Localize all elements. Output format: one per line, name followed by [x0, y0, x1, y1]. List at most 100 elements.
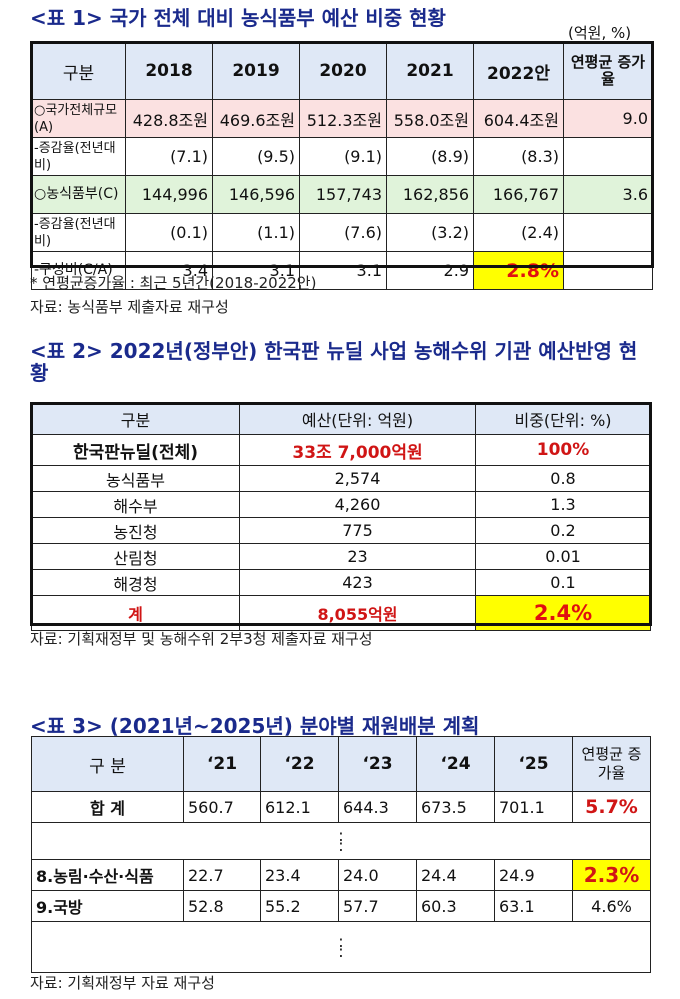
- table-cell: 775: [239, 517, 476, 544]
- table-cell: 560.7: [183, 791, 261, 823]
- table2-title: <표 2> 2022년(정부안) 한국판 뉴딜 사업 농해수위 기관 예산반영 …: [30, 339, 638, 385]
- table-row: 합 계 560.7 612.1 644.3 673.5 701.1 5.7%: [31, 791, 651, 823]
- row-label: 8.농림·수산·식품: [31, 859, 184, 891]
- table-row: 농진청 775 0.2: [31, 517, 651, 544]
- table-cell: 0.01: [475, 543, 651, 570]
- table-cell: 1.3: [475, 491, 651, 518]
- table-cell: [563, 251, 653, 290]
- table3-header-25: ‘25: [494, 736, 573, 792]
- table-cell: 157,743: [299, 175, 387, 214]
- table-cell: (3.2): [386, 213, 474, 252]
- table3-header-category: 구 분: [31, 736, 184, 792]
- table2-total-row: 한국판뉴딜(전체) 33조 7,000억원 100%: [31, 434, 651, 466]
- table-row: ○농식품부(C) 144,996 146,596 157,743 162,856…: [31, 175, 653, 214]
- table-cell: 673.5: [416, 791, 495, 823]
- table-cell: 0.1: [475, 569, 651, 596]
- row-label: 농진청: [31, 517, 240, 544]
- table3-header-24: ‘24: [416, 736, 495, 792]
- table-cell: 4,260: [239, 491, 476, 518]
- row-label: -증감율(전년대비): [31, 213, 126, 252]
- table-cell: 162,856: [386, 175, 474, 214]
- table3-header-21: ‘21: [183, 736, 261, 792]
- ellipsis-row: : :: [31, 822, 651, 860]
- table-cell: 55.2: [260, 890, 339, 922]
- table2-sum-row: 계 8,055억원 2.4%: [31, 595, 651, 631]
- table1-header-row: 구분 2018 2019 2020 2021 2022안 연평균 증가율: [31, 42, 653, 100]
- row-label: 계: [31, 595, 240, 631]
- table-cell: (0.1): [125, 213, 213, 252]
- row-label: 합 계: [31, 791, 184, 823]
- table3-title: <표 3> (2021년~2025년) 분야별 재원배분 계획: [30, 714, 480, 738]
- table-cell: 23.4: [260, 859, 339, 891]
- table-row: 농식품부 2,574 0.8: [31, 465, 651, 492]
- table3-header-22: ‘22: [260, 736, 339, 792]
- table1-header-2019: 2019: [212, 42, 300, 100]
- table-cell: 604.4조원: [473, 99, 564, 138]
- table-row: 9.국방 52.8 55.2 57.7 60.3 63.1 4.6%: [31, 890, 651, 922]
- table1-unit: (억원, %): [568, 24, 632, 42]
- table-row: 해경청 423 0.1: [31, 569, 651, 596]
- table-cell: 4.6%: [572, 890, 651, 922]
- row-label: ○농식품부(C): [31, 175, 126, 214]
- table-cell: 57.7: [338, 890, 417, 922]
- table-cell: (9.5): [212, 137, 300, 176]
- table-row: 산림청 23 0.01: [31, 543, 651, 570]
- table1-header-2021: 2021: [386, 42, 474, 100]
- table-cell: 0.8: [475, 465, 651, 492]
- table-cell: 33조 7,000억원: [239, 434, 476, 466]
- table3-header-23: ‘23: [338, 736, 417, 792]
- table-cell: 2,574: [239, 465, 476, 492]
- table-cell: 428.8조원: [125, 99, 213, 138]
- table2-source: 자료: 기획재정부 및 농해수위 2부3청 제출자료 재구성: [30, 630, 373, 648]
- ellipsis-mark: :: [338, 836, 344, 855]
- table-cell: 166,767: [473, 175, 564, 214]
- highlight-cell: 2.4%: [475, 595, 651, 631]
- table-cell: (9.1): [299, 137, 387, 176]
- table-cell: 144,996: [125, 175, 213, 214]
- table1: 구분 2018 2019 2020 2021 2022안 연평균 증가율 ○국가…: [31, 42, 653, 290]
- table-cell: 701.1: [494, 791, 573, 823]
- table-cell: 24.4: [416, 859, 495, 891]
- table1-source: 자료: 농식품부 제출자료 재구성: [30, 298, 229, 316]
- table-row: -증감율(전년대비) (0.1) (1.1) (7.6) (3.2) (2.4): [31, 213, 653, 252]
- table-cell: (7.1): [125, 137, 213, 176]
- table-cell: (7.6): [299, 213, 387, 252]
- row-label: 한국판뉴딜(전체): [31, 434, 240, 466]
- table1-header-2022: 2022안: [473, 42, 564, 100]
- table3-source: 자료: 기획재정부 자료 재구성: [30, 974, 215, 992]
- table-cell: (8.3): [473, 137, 564, 176]
- table-cell: 52.8: [183, 890, 261, 922]
- row-label: 산림청: [31, 543, 240, 570]
- table-cell: 423: [239, 569, 476, 596]
- table-cell: 60.3: [416, 890, 495, 922]
- table1-title: <표 1> 국가 전체 대비 농식품부 예산 비중 현황: [30, 6, 446, 30]
- table-cell: 8,055억원: [239, 595, 476, 631]
- table-cell: 612.1: [260, 791, 339, 823]
- table3-header-row: 구 분 ‘21 ‘22 ‘23 ‘24 ‘25 연평균 증가율: [31, 736, 651, 792]
- table-row: 해수부 4,260 1.3: [31, 491, 651, 518]
- highlight-cell: 2.3%: [572, 859, 651, 891]
- ellipsis-cell: : :: [31, 822, 651, 860]
- table2-header-category: 구분: [31, 403, 240, 435]
- table-row: 8.농림·수산·식품 22.7 23.4 24.0 24.4 24.9 2.3%: [31, 859, 651, 891]
- table-cell: (1.1): [212, 213, 300, 252]
- ellipsis-mark: :: [338, 932, 344, 951]
- table-cell: 5.7%: [572, 791, 651, 823]
- table3: 구 분 ‘21 ‘22 ‘23 ‘24 ‘25 연평균 증가율 합 계 560.…: [31, 736, 651, 973]
- table-cell: 22.7: [183, 859, 261, 891]
- table-cell: (8.9): [386, 137, 474, 176]
- table-cell: 24.0: [338, 859, 417, 891]
- table1-header-2018: 2018: [125, 42, 213, 100]
- table2-header-row: 구분 예산(단위: 억원) 비중(단위: %): [31, 403, 651, 435]
- ellipsis-mark: :: [338, 826, 344, 845]
- row-label: ○국가전체규모(A): [31, 99, 126, 138]
- highlight-cell: 2.8%: [473, 251, 564, 290]
- table-cell: (2.4): [473, 213, 564, 252]
- table-cell: 3.6: [563, 175, 653, 214]
- table1-header-growth: 연평균 증가율: [563, 42, 653, 100]
- table-cell: 644.3: [338, 791, 417, 823]
- table-cell: 512.3조원: [299, 99, 387, 138]
- table-cell: 100%: [475, 434, 651, 466]
- table-cell: 63.1: [494, 890, 573, 922]
- row-label: 해경청: [31, 569, 240, 596]
